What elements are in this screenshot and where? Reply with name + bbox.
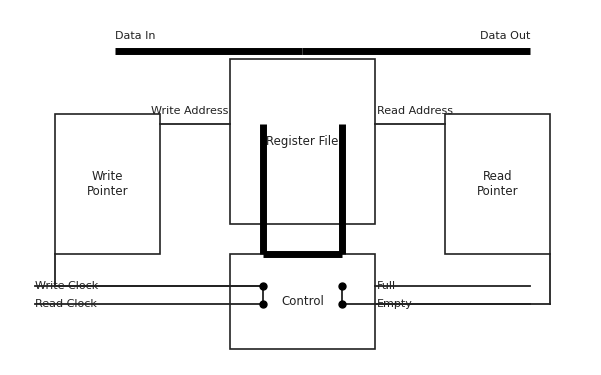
Text: Read Address: Read Address [377,106,453,116]
Bar [445,114,550,254]
Text: Write
Pointer: Write Pointer [87,170,128,198]
Text: Write Clock: Write Clock [35,281,98,291]
Bar [230,59,375,224]
Text: Control: Control [281,295,324,308]
Text: Read Clock: Read Clock [35,299,97,309]
Text: Full: Full [377,281,396,291]
Bar [55,114,160,254]
Text: Data Out: Data Out [480,31,530,41]
Text: Write Address: Write Address [151,106,228,116]
Text: Empty: Empty [377,299,413,309]
Text: Register File: Register File [266,135,339,148]
Bar [230,254,375,349]
Text: Data In: Data In [115,31,156,41]
Text: Read
Pointer: Read Pointer [477,170,518,198]
